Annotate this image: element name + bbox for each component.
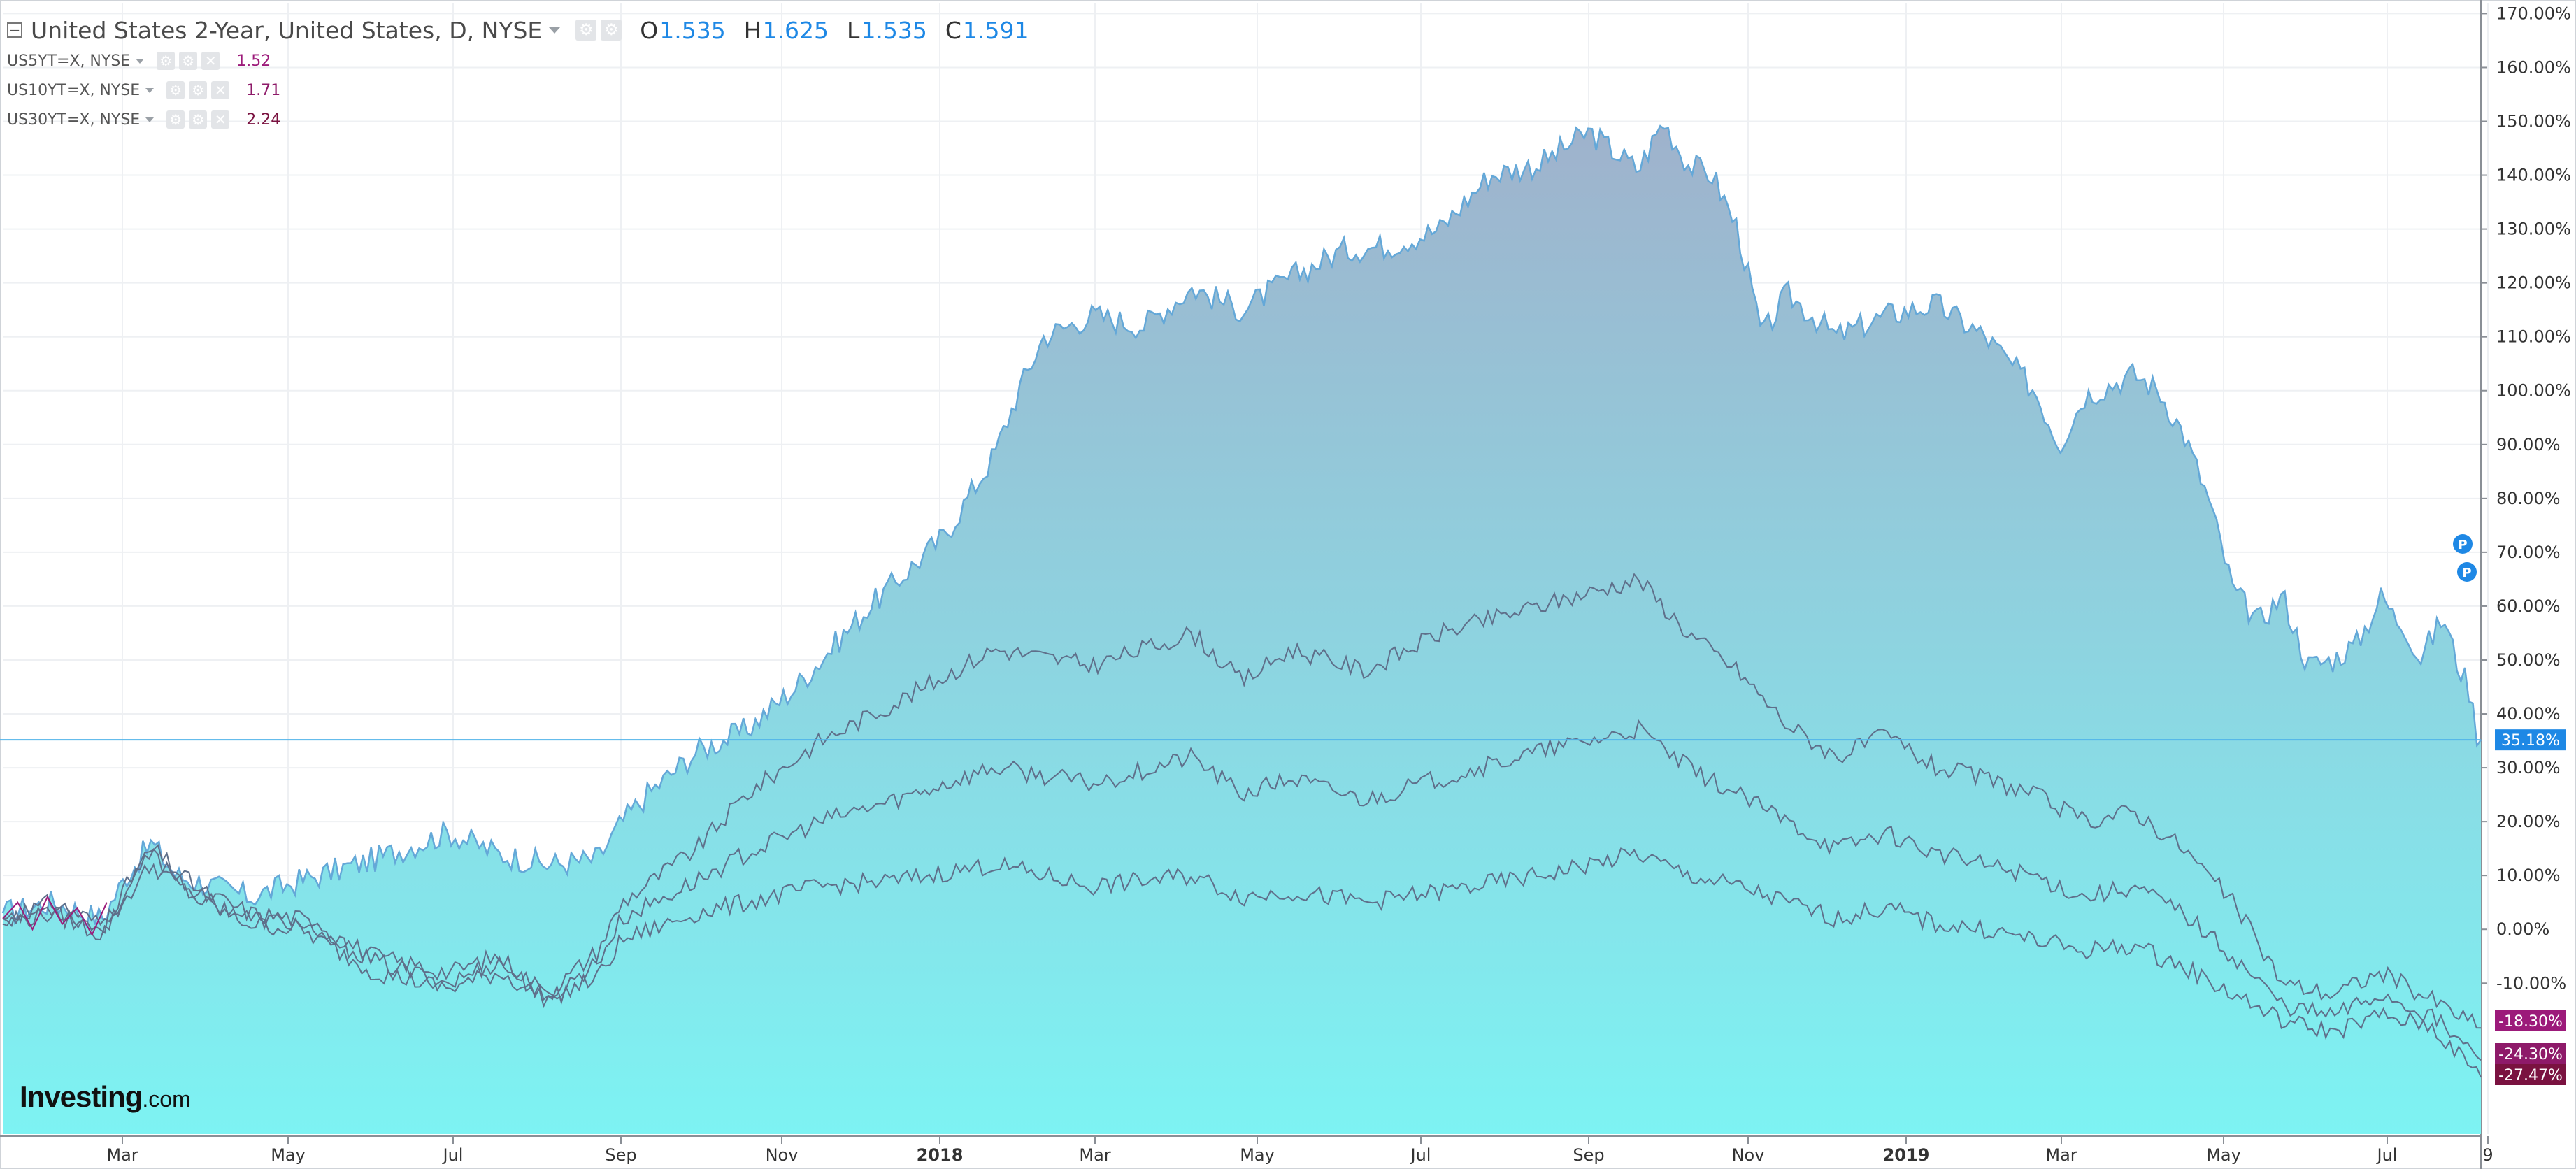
ohlc-close-value: 1.591 bbox=[962, 16, 1029, 44]
visibility-icon[interactable]: ⚙ bbox=[166, 81, 185, 99]
y-tick-label: 40.00% bbox=[2496, 704, 2561, 724]
settings-icon[interactable]: ⚙ bbox=[189, 81, 208, 99]
x-tick-label: May bbox=[1240, 1145, 1275, 1165]
x-tick-label: 9 bbox=[2482, 1145, 2493, 1165]
y-tick-label: 90.00% bbox=[2496, 435, 2561, 454]
chevron-down-icon[interactable] bbox=[549, 27, 561, 34]
y-tick-label: 100.00% bbox=[2496, 381, 2571, 401]
x-tick-label: Mar bbox=[2045, 1145, 2077, 1165]
y-tick-label: 10.00% bbox=[2496, 866, 2561, 885]
ohlc-close-label: C bbox=[945, 16, 961, 44]
ohlc-high-label: H bbox=[743, 16, 761, 44]
y-tick-label: 30.00% bbox=[2496, 758, 2561, 777]
close-icon[interactable]: ✕ bbox=[211, 110, 230, 129]
last-value-label: 35.18% bbox=[2501, 732, 2560, 750]
x-tick-label: Nov bbox=[1732, 1145, 1765, 1165]
ohlc-open-value: 1.535 bbox=[659, 16, 726, 44]
ohlc-open-label: O bbox=[640, 16, 659, 44]
event-marker-icon bbox=[2457, 562, 2477, 582]
comparison-name: US5YT=X, NYSE bbox=[7, 52, 131, 70]
investing-logo: Investing.com bbox=[20, 1080, 191, 1114]
settings-icon[interactable]: ⚙ bbox=[189, 110, 208, 129]
comparison-value: 1.52 bbox=[236, 52, 271, 70]
x-tick-label: 2019 bbox=[1883, 1145, 1930, 1165]
x-tick-label: Jul bbox=[442, 1145, 464, 1165]
x-tick-label: May bbox=[2206, 1145, 2241, 1165]
y-tick-label: 70.00% bbox=[2496, 543, 2561, 562]
settings-icon[interactable]: ⚙ bbox=[179, 52, 198, 70]
format-icon[interactable]: ⚙ bbox=[601, 20, 622, 41]
series-area-us2y bbox=[3, 126, 2481, 1135]
main-series-row: − United States 2-Year, United States, D… bbox=[7, 14, 1047, 46]
visibility-icon[interactable]: ⚙ bbox=[157, 52, 176, 70]
last-value-badge bbox=[2495, 1043, 2566, 1064]
y-tick-label: 20.00% bbox=[2496, 812, 2561, 831]
y-tick-label: 160.00% bbox=[2496, 57, 2571, 77]
y-tick-label: 50.00% bbox=[2496, 650, 2561, 670]
comparison-row-us10y: US10YT=X, NYSE ⚙ ⚙ ✕ 1.71 bbox=[7, 76, 1047, 105]
x-tick-label: Jul bbox=[2376, 1145, 2398, 1165]
ohlc-low-value: 1.535 bbox=[861, 16, 927, 44]
ohlc-open: O1.535 bbox=[640, 17, 725, 44]
chevron-down-icon[interactable] bbox=[136, 58, 145, 64]
series-line-us2y bbox=[1, 124, 2482, 929]
event-marker-icon bbox=[2453, 534, 2473, 554]
comparison-name: US10YT=X, NYSE bbox=[7, 81, 141, 99]
ohlc-high: H1.625 bbox=[744, 17, 829, 44]
series-line-us5y bbox=[2, 573, 2482, 1029]
series-line-us30y bbox=[2, 847, 2482, 1078]
ohlc-low-label: L bbox=[847, 16, 860, 44]
x-tick-label: Nov bbox=[766, 1145, 799, 1165]
chart-legend: − United States 2-Year, United States, D… bbox=[7, 14, 1047, 134]
series-line-us5y-early bbox=[2, 895, 108, 937]
collapse-icon[interactable]: − bbox=[7, 22, 22, 38]
y-tick-label: 130.00% bbox=[2496, 220, 2571, 239]
comparison-row-us5y: US5YT=X, NYSE ⚙ ⚙ ✕ 1.52 bbox=[7, 46, 1047, 76]
last-value-label: -24.30% bbox=[2498, 1046, 2563, 1063]
x-tick-label: Jul bbox=[1410, 1145, 1431, 1165]
x-tick-label: 2018 bbox=[917, 1145, 964, 1165]
event-marker-label: P bbox=[2462, 566, 2471, 580]
y-tick-label: -10.00% bbox=[2496, 973, 2566, 993]
y-tick-label: 110.00% bbox=[2496, 327, 2571, 347]
y-tick-label: 140.00% bbox=[2496, 166, 2571, 185]
visibility-icon[interactable]: ⚙ bbox=[166, 110, 185, 129]
ohlc-high-value: 1.625 bbox=[762, 16, 829, 44]
x-tick-label: May bbox=[271, 1145, 306, 1165]
close-icon[interactable]: ✕ bbox=[211, 81, 230, 99]
comparison-value: 1.71 bbox=[246, 81, 281, 99]
chevron-down-icon[interactable] bbox=[145, 117, 155, 122]
y-tick-label: 120.00% bbox=[2496, 273, 2571, 293]
y-tick-label: 170.00% bbox=[2496, 3, 2571, 23]
comparison-name: US30YT=X, NYSE bbox=[7, 110, 141, 129]
last-value-label: -18.30% bbox=[2498, 1013, 2563, 1031]
comparison-row-us30y: US30YT=X, NYSE ⚙ ⚙ ✕ 2.24 bbox=[7, 105, 1047, 134]
close-icon[interactable]: ✕ bbox=[201, 52, 220, 70]
event-marker-label: P bbox=[2458, 538, 2467, 552]
last-value-badge bbox=[2495, 1010, 2566, 1031]
x-tick-label: Sep bbox=[1573, 1145, 1604, 1165]
y-tick-label: 80.00% bbox=[2496, 489, 2561, 508]
last-value-badge bbox=[2495, 729, 2566, 751]
series-line-us10y bbox=[2, 719, 2482, 1061]
last-value-badge bbox=[2495, 1064, 2566, 1085]
x-tick-label: Mar bbox=[1079, 1145, 1110, 1165]
ohlc-low: L1.535 bbox=[847, 17, 927, 44]
last-value-label: -27.47% bbox=[2498, 1067, 2563, 1084]
x-tick-label: Sep bbox=[605, 1145, 636, 1165]
y-tick-label: 150.00% bbox=[2496, 112, 2571, 131]
logo-main-text: Investing bbox=[20, 1080, 143, 1113]
comparison-value: 2.24 bbox=[246, 110, 281, 129]
y-tick-label: 60.00% bbox=[2496, 596, 2561, 616]
settings-icon[interactable]: ⚙ bbox=[575, 20, 597, 41]
main-series-title: United States 2-Year, United States, D, … bbox=[31, 16, 543, 44]
x-tick-label: Mar bbox=[106, 1145, 138, 1165]
logo-suffix-text: .com bbox=[142, 1086, 191, 1112]
y-tick-label: 0.00% bbox=[2496, 919, 2549, 939]
ohlc-close: C1.591 bbox=[945, 17, 1029, 44]
chevron-down-icon[interactable] bbox=[145, 87, 155, 93]
